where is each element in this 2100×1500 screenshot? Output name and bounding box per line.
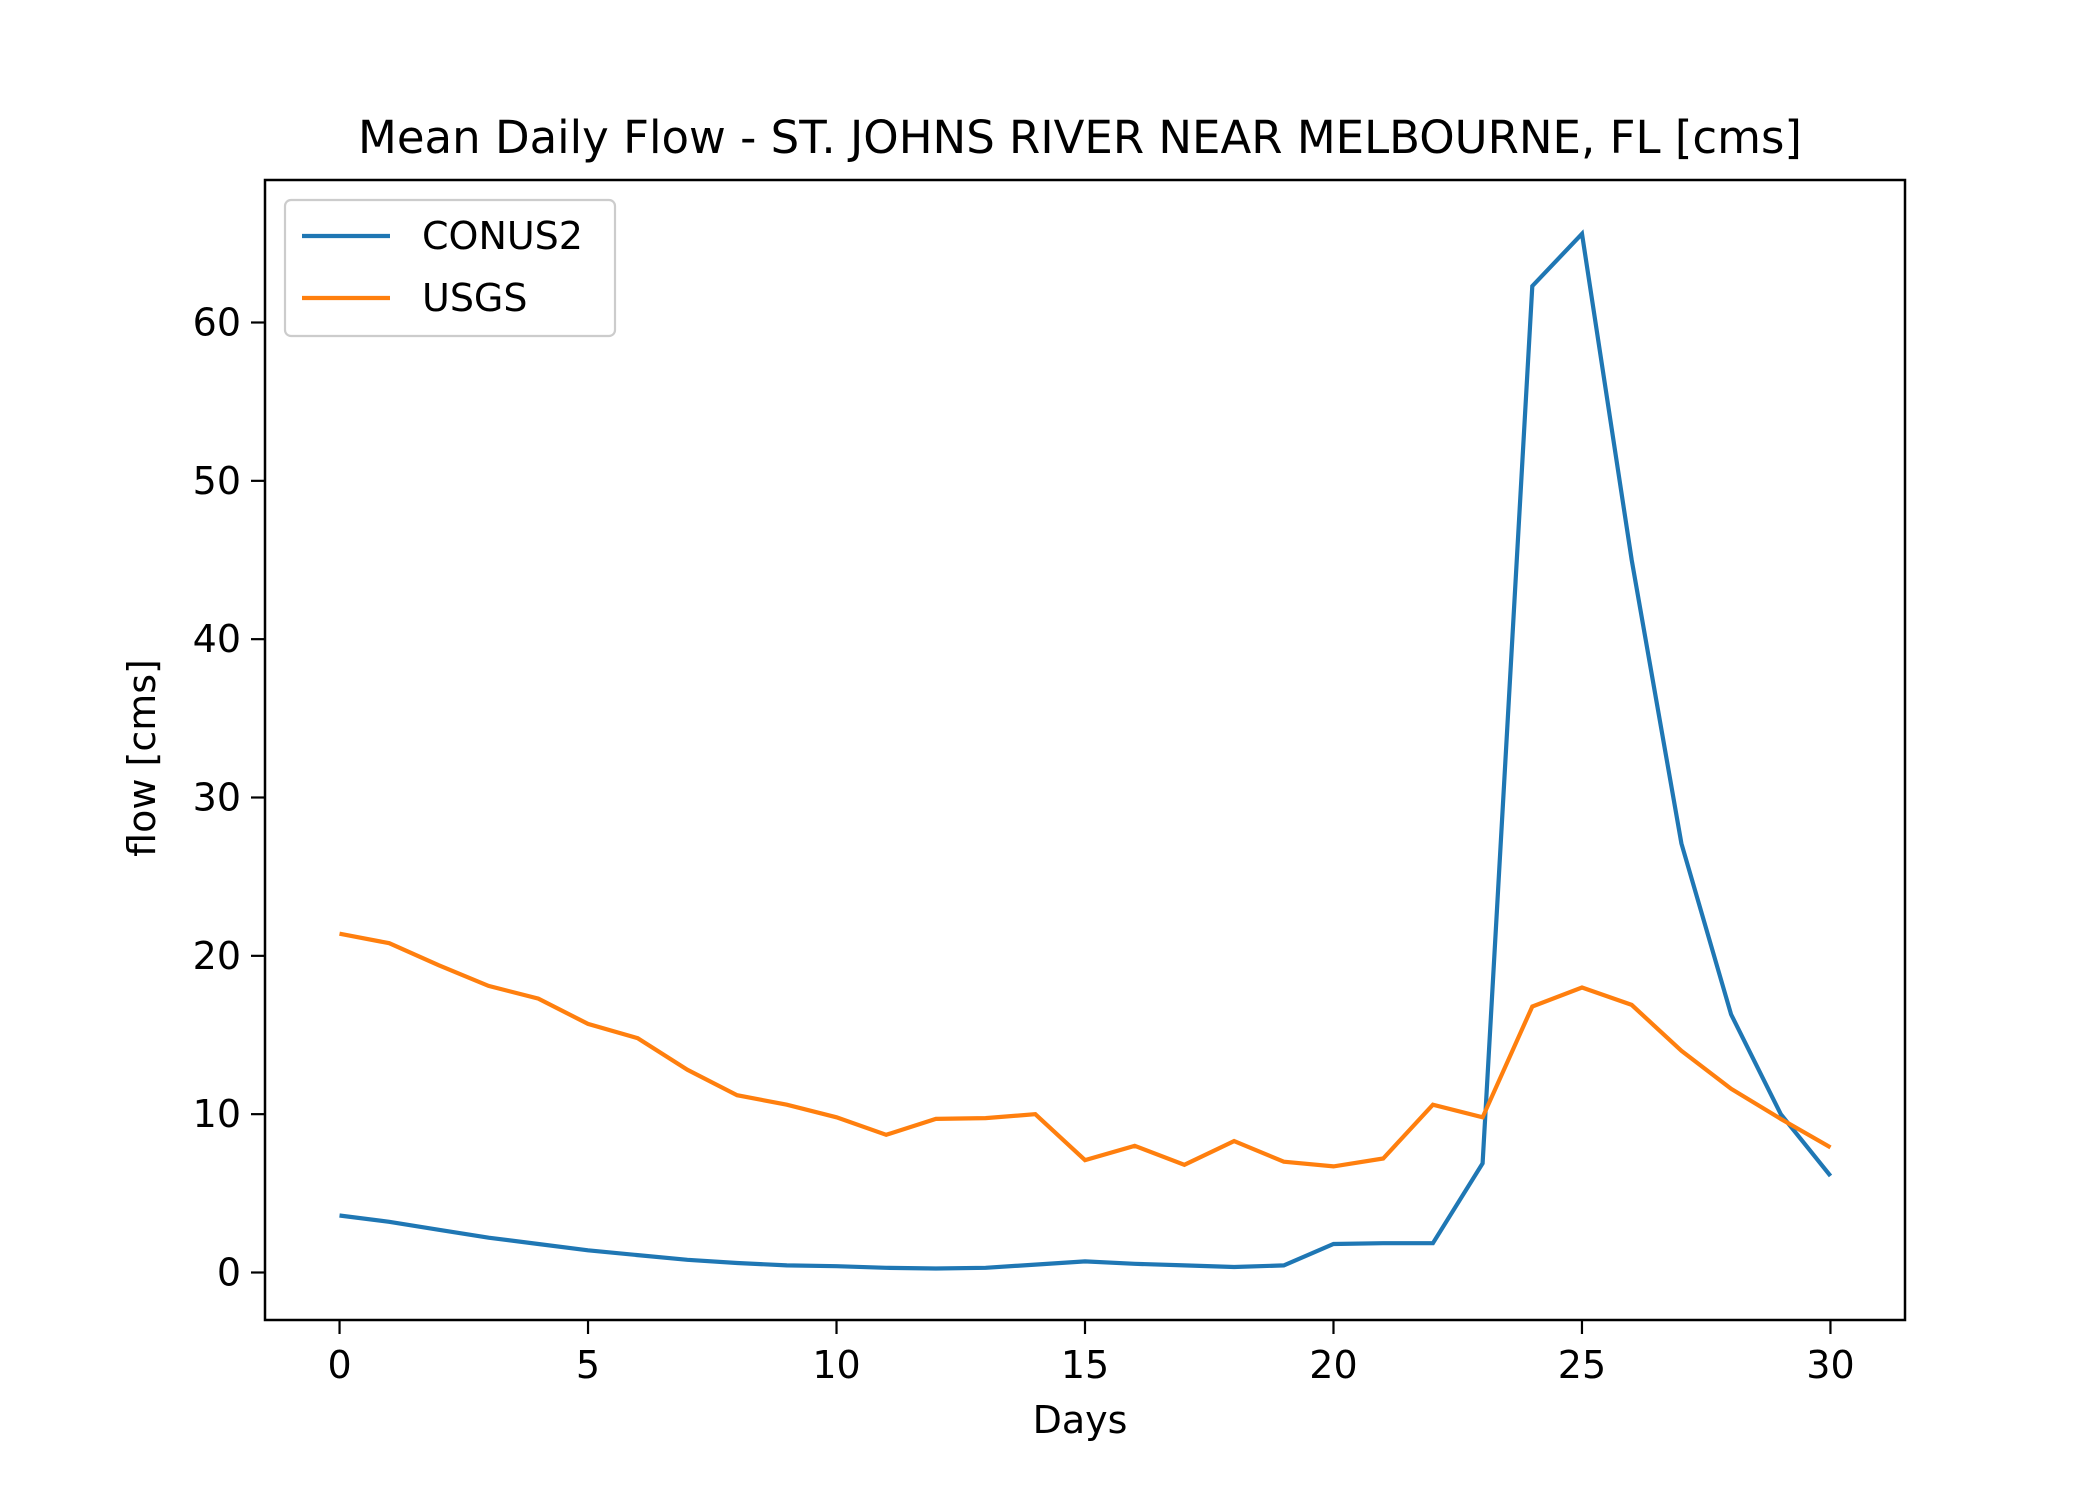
y-tick-label: 0: [217, 1251, 241, 1295]
x-axis-label: Days: [1033, 1398, 1128, 1442]
y-tick-label: 50: [193, 459, 241, 503]
x-tick-label: 15: [1061, 1343, 1109, 1387]
x-tick-label: 20: [1309, 1343, 1357, 1387]
x-tick-label: 0: [327, 1343, 351, 1387]
x-tick-label: 10: [812, 1343, 860, 1387]
y-tick-label: 20: [193, 934, 241, 978]
chart-title: Mean Daily Flow - ST. JOHNS RIVER NEAR M…: [358, 111, 1802, 164]
legend-label-conus2: CONUS2: [422, 214, 583, 258]
y-axis-label: flow [cms]: [120, 659, 164, 857]
x-tick-label: 25: [1558, 1343, 1606, 1387]
y-tick-label: 60: [193, 301, 241, 345]
x-tick-label: 30: [1806, 1343, 1854, 1387]
series-line-usgs: [339, 931, 1832, 1169]
plot-area: 0 5 10 15 20 25 30 0 10 20 30 40 50 60 CONUS2 USGS: [193, 178, 1907, 1387]
legend-label-usgs: USGS: [422, 276, 528, 320]
x-tick-label: 5: [576, 1343, 600, 1387]
y-tick-label: 30: [193, 776, 241, 820]
series-line-conus2: [339, 229, 1833, 1271]
y-tick-label: 10: [193, 1092, 241, 1136]
y-tick-label: 40: [193, 617, 241, 661]
